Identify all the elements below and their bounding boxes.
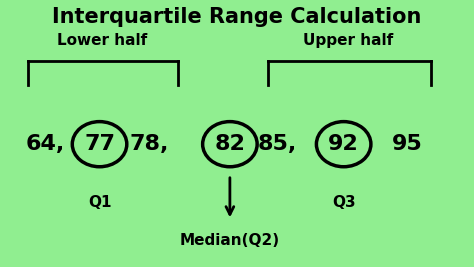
Text: 78,: 78, [129,134,169,154]
Text: Interquartile Range Calculation: Interquartile Range Calculation [52,7,422,27]
Text: 82: 82 [214,134,246,154]
Text: Lower half: Lower half [57,33,147,48]
Text: 77: 77 [84,134,115,154]
Text: Median(Q2): Median(Q2) [180,233,280,248]
Text: Q3: Q3 [332,195,356,210]
Text: 92: 92 [328,134,359,154]
Text: 64,: 64, [26,134,64,154]
Text: 85,: 85, [258,134,297,154]
Text: Q1: Q1 [88,195,111,210]
Text: Upper half: Upper half [303,33,393,48]
Text: 95: 95 [392,134,423,154]
